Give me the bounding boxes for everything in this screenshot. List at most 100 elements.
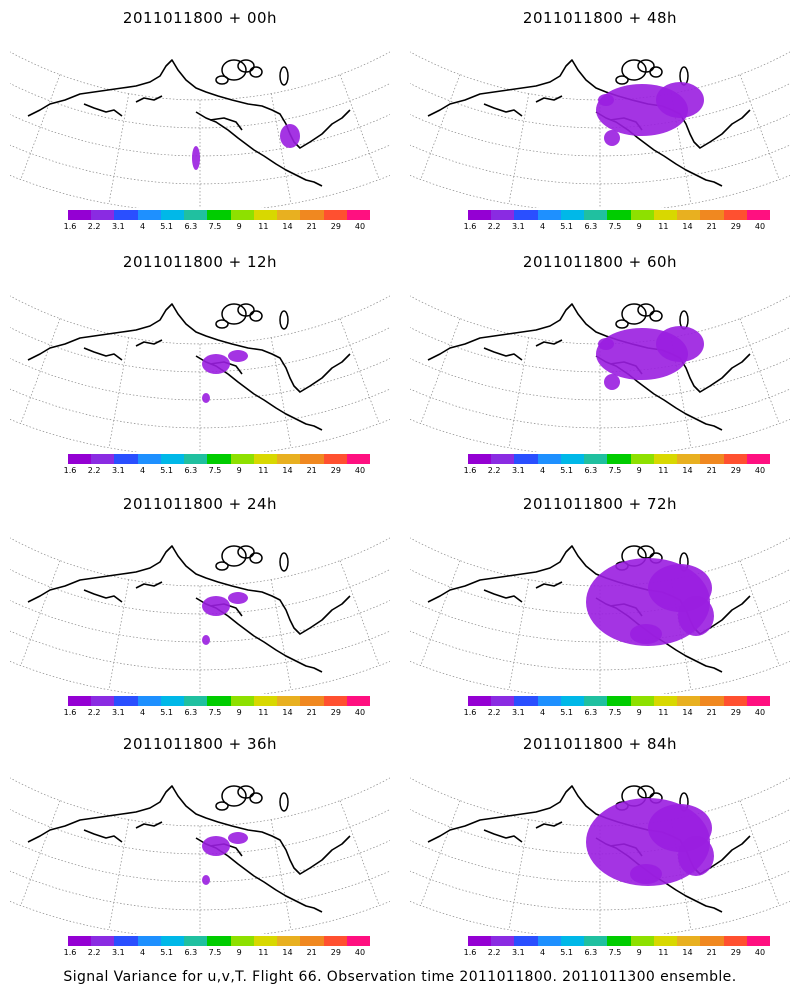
colorbar-tick-label: 7.5 <box>608 222 622 231</box>
colorbar-tick-label: 1.6 <box>463 948 477 957</box>
colorbar-tick-label: 7.5 <box>608 708 622 717</box>
colorbar-swatch <box>630 936 654 946</box>
colorbar-tick-label: 6.3 <box>184 708 198 717</box>
variance-region <box>202 354 230 374</box>
colorbar-swatch <box>91 936 115 946</box>
colorbar-swatch <box>468 210 492 220</box>
colorbar-swatch <box>723 696 747 706</box>
variance-region <box>192 146 200 170</box>
variance-region <box>228 350 248 362</box>
colorbar-swatch <box>607 454 631 464</box>
panel-title: 2011011800 + 72h <box>522 495 678 513</box>
colorbar-swatch <box>607 210 631 220</box>
colorbar-tick-label: 2.2 <box>487 708 501 717</box>
colorbar-swatch <box>323 696 347 706</box>
colorbar-tick-label: 2.2 <box>487 948 501 957</box>
colorbar-tick-label: 2.2 <box>487 466 501 475</box>
colorbar-tick-label: 40 <box>754 466 766 475</box>
colorbar-tick-label: 6.3 <box>584 708 598 717</box>
colorbar <box>468 696 771 706</box>
map-canvas <box>10 537 390 694</box>
variance-region <box>598 338 614 350</box>
colorbar-tick-label: 4 <box>139 708 146 717</box>
colorbar-swatch <box>253 696 278 706</box>
colorbar-tick-label: 4 <box>539 466 546 475</box>
colorbar-swatch <box>207 696 231 706</box>
colorbar-tick-label: 9 <box>236 466 242 475</box>
colorbar-swatch <box>537 696 561 706</box>
map-panel: 2011011800 + 48h 1.6 2.2 3.1 4 5.1 6.3 7.5 9 11 14… <box>410 8 790 248</box>
colorbar-tick-label: 2.2 <box>87 708 101 717</box>
colorbar-tick-label: 21 <box>706 708 717 717</box>
colorbar-swatch <box>323 454 347 464</box>
colorbar-ticks: 1.6 2.2 3.1 4 5.1 6.3 7.5 9 11 14 21 29 40 <box>458 708 768 720</box>
arctic-islands <box>215 59 289 86</box>
colorbar-swatch <box>184 454 208 464</box>
colorbar-tick-label: 6.3 <box>184 222 198 231</box>
colorbar-swatch <box>277 936 301 946</box>
colorbar-swatch <box>91 210 115 220</box>
colorbar-swatch <box>560 696 585 706</box>
colorbar-tick-label: 21 <box>706 948 717 957</box>
colorbar-tick-label: 9 <box>636 466 642 475</box>
colorbar-tick-label: 29 <box>330 466 341 475</box>
colorbar <box>68 696 371 706</box>
colorbar-swatch <box>700 936 724 946</box>
colorbar-tick-label: 29 <box>730 222 741 231</box>
colorbar-swatch <box>700 696 724 706</box>
colorbar-tick-label: 2.2 <box>87 948 101 957</box>
colorbar-tick-label: 11 <box>258 948 269 957</box>
colorbar-tick-label: 21 <box>306 948 317 957</box>
colorbar-tick-label: 40 <box>354 948 366 957</box>
colorbar-swatch <box>160 696 185 706</box>
colorbar-swatch <box>537 936 561 946</box>
panel-title: 2011011800 + 48h <box>522 9 678 27</box>
variance-region <box>630 864 662 884</box>
colorbar-swatch <box>653 936 678 946</box>
colorbar-swatch <box>207 210 231 220</box>
map-panel: 2011011800 + 12h 1.6 2.2 3.1 4 5.1 6.3 7.5 9 11 14… <box>10 252 390 492</box>
colorbar-swatch <box>630 210 654 220</box>
colorbar-tick-label: 6.3 <box>584 466 598 475</box>
colorbar-ticks: 1.6 2.2 3.1 4 5.1 6.3 7.5 9 11 14 21 29 40 <box>58 708 368 720</box>
colorbar-tick-label: 5.1 <box>560 466 574 475</box>
colorbar-swatch <box>277 210 301 220</box>
colorbar <box>468 210 771 220</box>
variance-region <box>202 596 230 616</box>
colorbar-tick-label: 7.5 <box>608 948 622 957</box>
colorbar-tick-label: 7.5 <box>208 466 222 475</box>
colorbar-tick-label: 5.1 <box>560 222 574 231</box>
colorbar-tick-label: 1.6 <box>63 708 77 717</box>
colorbar-swatch <box>184 210 208 220</box>
colorbar-swatch <box>700 210 724 220</box>
colorbar-tick-label: 4 <box>139 222 146 231</box>
colorbar-swatch <box>723 210 747 220</box>
colorbar-swatch <box>700 454 724 464</box>
colorbar-tick-label: 14 <box>682 708 693 717</box>
arctic-islands <box>215 785 289 812</box>
colorbar-tick-label: 5.1 <box>160 222 174 231</box>
variance-region <box>228 832 248 844</box>
colorbar-tick-label: 29 <box>730 948 741 957</box>
map-canvas <box>410 295 790 452</box>
colorbar-swatch <box>207 454 231 464</box>
coastline <box>27 303 351 431</box>
colorbar-swatch <box>323 210 347 220</box>
variance-region <box>280 124 300 148</box>
colorbar-swatch <box>346 936 371 946</box>
colorbar-swatch <box>137 696 161 706</box>
colorbar-tick-label: 21 <box>706 222 717 231</box>
arctic-islands <box>215 545 289 572</box>
colorbar-tick-label: 11 <box>658 466 669 475</box>
colorbar-swatch <box>253 210 278 220</box>
colorbar-tick-label: 6.3 <box>584 222 598 231</box>
figure-caption: Signal Variance for u,v,T. Flight 66. Ob… <box>63 969 737 985</box>
colorbar-tick-label: 9 <box>236 222 242 231</box>
colorbar-tick-label: 29 <box>730 466 741 475</box>
colorbar-tick-label: 14 <box>682 222 693 231</box>
colorbar-swatch <box>723 936 747 946</box>
colorbar-ticks: 1.6 2.2 3.1 4 5.1 6.3 7.5 9 11 14 21 29 40 <box>458 948 768 960</box>
colorbar-swatch <box>346 210 371 220</box>
colorbar-swatch <box>160 936 185 946</box>
colorbar-tick-label: 1.6 <box>63 466 77 475</box>
